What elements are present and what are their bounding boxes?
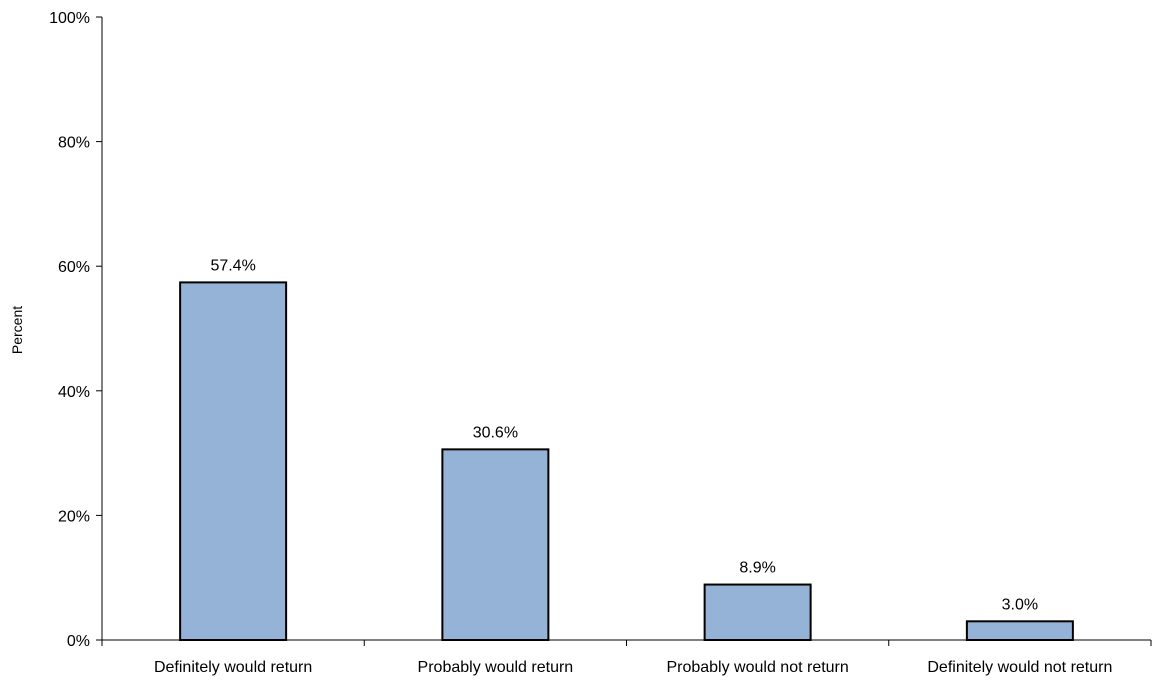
y-axis-title: Percent <box>9 306 25 354</box>
x-category-label: Probably would not return <box>666 659 848 676</box>
x-category-label: Definitely would not return <box>927 659 1112 676</box>
y-tick-label: 20% <box>58 508 90 525</box>
y-axis: 0% 20% 40% 60% 80% 100% <box>49 10 103 650</box>
bar-value-label: 30.6% <box>473 424 518 441</box>
y-tick-label: 80% <box>58 135 90 152</box>
bar <box>703 583 812 641</box>
bar-value-label: 3.0% <box>1002 596 1038 613</box>
bar-value-label: 8.9% <box>739 560 775 577</box>
data-labels: 57.4% 30.6% 8.9% 3.0% <box>210 257 1038 613</box>
bar <box>965 620 1074 641</box>
bar-value-label: 57.4% <box>210 257 255 274</box>
bar <box>179 281 288 641</box>
y-tick-label: 100% <box>49 10 90 27</box>
y-tick-label: 0% <box>67 633 90 650</box>
x-category-label: Definitely would return <box>154 659 312 676</box>
x-category-label: Probably would return <box>418 659 574 676</box>
bars <box>179 281 1074 641</box>
y-tick-label: 60% <box>58 259 90 276</box>
y-tick-label: 40% <box>58 384 90 401</box>
bar <box>441 448 550 641</box>
x-axis: Definitely would return Probably would re… <box>101 639 1152 676</box>
